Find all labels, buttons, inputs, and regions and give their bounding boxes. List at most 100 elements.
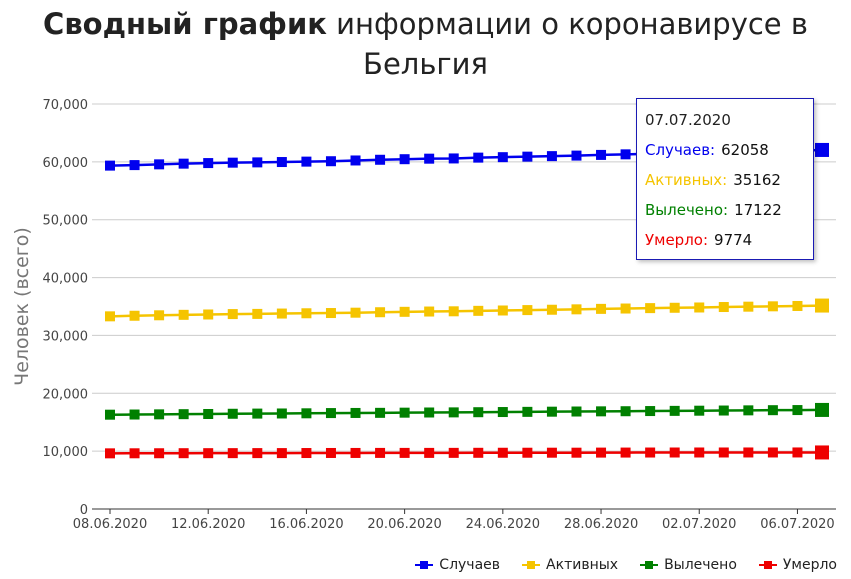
legend-label-active: Активных <box>546 557 619 573</box>
data-point-recovered <box>767 405 778 416</box>
x-tick-label: 12.06.2020 <box>171 517 245 532</box>
data-tooltip: 07.07.2020 Случаев: 62058 Активных: 35162 … <box>636 98 814 260</box>
tooltip-label-deaths: Умерло: <box>645 231 709 249</box>
data-point-recovered <box>154 409 165 420</box>
data-point-deaths <box>473 447 484 458</box>
data-point-recovered <box>792 405 803 416</box>
data-point-deaths <box>399 447 410 458</box>
data-point-recovered <box>399 407 410 418</box>
tooltip-row-cases: Случаев: 62058 <box>645 141 769 159</box>
data-point-recovered <box>301 408 312 419</box>
data-point-recovered <box>375 407 386 418</box>
data-point-deaths <box>276 448 287 459</box>
data-point-cases <box>276 157 287 168</box>
data-point-deaths <box>375 447 386 458</box>
chart-title-bold: Сводный график <box>43 7 327 41</box>
data-point-cases <box>620 149 631 160</box>
data-point-deaths <box>694 447 705 458</box>
data-point-deaths <box>522 447 533 458</box>
tooltip-value-cases: 62058 <box>721 141 769 159</box>
data-point-active <box>767 301 778 312</box>
data-point-deaths <box>325 447 336 458</box>
data-point-cases <box>227 157 238 168</box>
data-point-active <box>375 307 386 318</box>
data-point-deaths <box>815 445 829 460</box>
data-point-active <box>105 311 115 322</box>
legend-swatch-recovered <box>640 560 659 570</box>
data-point-cases <box>522 151 533 162</box>
data-point-active <box>669 302 680 313</box>
data-point-deaths <box>718 447 729 458</box>
y-tick-label: 40,000 <box>43 272 89 287</box>
data-point-recovered <box>325 408 336 419</box>
data-point-recovered <box>546 406 557 417</box>
data-point-active <box>596 303 607 314</box>
legend-label-deaths: Умерло <box>782 557 837 573</box>
data-point-recovered <box>448 407 459 418</box>
x-tick-label: 02.07.2020 <box>662 517 736 532</box>
data-point-recovered <box>571 406 582 417</box>
tooltip-value-active: 35162 <box>733 171 781 189</box>
data-point-cases <box>399 154 410 165</box>
data-point-active <box>448 306 459 317</box>
data-point-cases <box>448 153 459 164</box>
data-point-recovered <box>473 407 484 418</box>
data-point-active <box>154 310 165 321</box>
data-point-active <box>571 304 582 315</box>
tooltip-row-active: Активных: 35162 <box>645 171 781 189</box>
series-line-deaths <box>109 451 822 455</box>
data-point-deaths <box>546 447 557 458</box>
tooltip-date: 07.07.2020 <box>645 111 731 129</box>
data-point-active <box>546 304 557 315</box>
data-point-recovered <box>669 405 680 416</box>
data-point-deaths <box>350 447 361 458</box>
data-point-deaths <box>448 447 459 458</box>
data-point-cases <box>473 152 484 163</box>
data-point-recovered <box>129 409 140 420</box>
data-point-active <box>424 306 435 317</box>
legend-item-cases[interactable]: Случаев <box>415 557 500 573</box>
chart-legend: Случаев Активных Вылечено Умерло <box>415 557 837 573</box>
x-tick-label: 28.06.2020 <box>564 517 638 532</box>
legend-item-recovered[interactable]: Вылечено <box>640 557 737 573</box>
series-line-active <box>109 304 823 318</box>
legend-swatch-active <box>522 560 541 570</box>
x-tick-label: 16.06.2020 <box>269 517 343 532</box>
data-point-recovered <box>178 409 189 420</box>
data-point-active <box>815 298 829 313</box>
data-point-recovered <box>815 402 829 417</box>
legend-label-recovered: Вылечено <box>664 557 737 573</box>
data-point-cases <box>546 151 557 162</box>
data-point-cases <box>497 152 508 163</box>
data-point-active <box>227 309 238 320</box>
data-point-recovered <box>694 405 705 416</box>
y-axis-label: Человек (всего) <box>11 227 33 386</box>
data-point-deaths <box>252 448 263 459</box>
tooltip-label-cases: Случаев: <box>645 141 716 159</box>
data-point-recovered <box>252 408 263 419</box>
data-point-active <box>252 308 263 319</box>
data-point-deaths <box>105 448 115 459</box>
data-point-deaths <box>596 447 607 458</box>
data-point-cases <box>815 142 829 157</box>
legend-label-cases: Случаев <box>439 557 501 573</box>
tooltip-label-recovered: Вылечено: <box>645 201 729 219</box>
legend-item-deaths[interactable]: Умерло <box>758 557 837 573</box>
data-point-active <box>497 305 508 316</box>
data-point-deaths <box>424 447 435 458</box>
data-point-active <box>399 306 410 317</box>
data-point-deaths <box>792 447 803 458</box>
tooltip-row-deaths: Умерло: 9774 <box>645 231 752 249</box>
data-point-active <box>203 309 214 320</box>
legend-item-active[interactable]: Активных <box>522 557 618 573</box>
data-point-deaths <box>645 447 656 458</box>
data-point-deaths <box>301 448 312 459</box>
data-point-recovered <box>105 409 115 420</box>
data-point-deaths <box>203 448 214 459</box>
data-point-active <box>325 308 336 319</box>
tooltip-value-deaths: 9774 <box>714 231 753 249</box>
data-point-active <box>792 300 803 311</box>
data-point-cases <box>105 160 115 171</box>
x-tick-label: 20.06.2020 <box>367 517 441 532</box>
